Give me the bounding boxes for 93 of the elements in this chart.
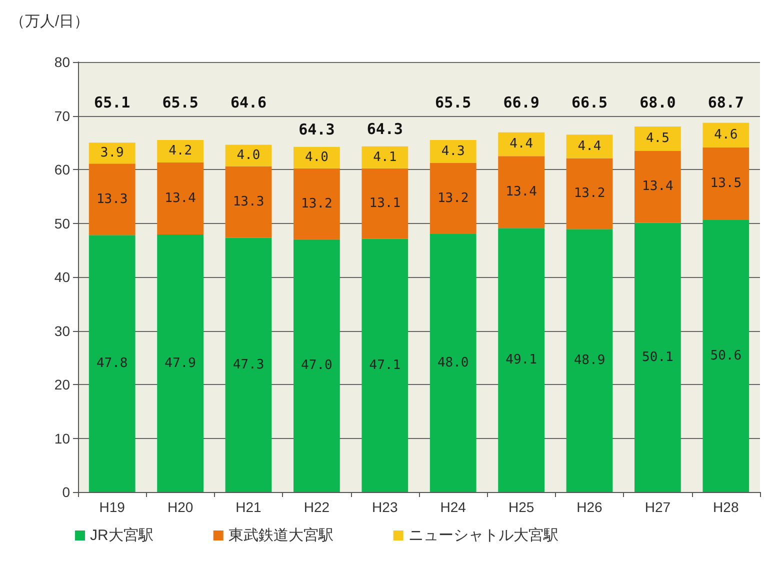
bar <box>430 140 476 164</box>
data-label: 13.4 <box>506 184 538 200</box>
y-tick-label: 0 <box>62 484 70 500</box>
x-tick-label: H27 <box>644 499 671 515</box>
x-tick-label: H22 <box>304 499 330 515</box>
total-label: 64.3 <box>298 120 335 138</box>
data-label: 13.3 <box>96 192 128 207</box>
bar <box>498 228 544 492</box>
legend-label: JR大宮駅 <box>90 527 154 544</box>
y-tick-label: 50 <box>54 215 70 232</box>
total-label: 68.0 <box>640 93 676 112</box>
bar <box>225 144 272 166</box>
x-tick-label: H26 <box>576 499 603 515</box>
data-label: 47.1 <box>369 358 401 373</box>
bar <box>498 156 544 228</box>
bar <box>634 126 681 151</box>
data-label: 13.4 <box>164 191 196 206</box>
total-label: 64.6 <box>230 93 267 112</box>
bar <box>566 158 613 230</box>
data-label: 4.5 <box>646 131 670 146</box>
bar <box>702 147 750 220</box>
data-label: 13.2 <box>301 196 332 212</box>
bar <box>294 146 340 168</box>
bar <box>157 140 204 163</box>
data-label: 4.1 <box>373 150 397 165</box>
bar <box>88 164 136 236</box>
bar <box>702 122 750 148</box>
bar <box>88 142 136 164</box>
data-label: 13.2 <box>574 186 606 202</box>
x-tick-label: H19 <box>99 499 126 515</box>
data-label: 13.4 <box>642 179 674 194</box>
bar <box>362 168 408 239</box>
bar <box>566 134 613 158</box>
y-tick-label: 30 <box>54 322 70 339</box>
data-label: 13.5 <box>710 176 742 192</box>
data-label: 47.0 <box>301 358 332 374</box>
data-label: 50.6 <box>710 348 742 364</box>
data-label: 50.1 <box>642 350 674 365</box>
data-label: 13.3 <box>232 194 264 210</box>
y-tick-label: 20 <box>54 376 70 392</box>
bar <box>157 162 204 235</box>
data-label: 4.2 <box>168 144 192 159</box>
total-label: 65.5 <box>435 93 472 112</box>
bar <box>294 239 340 492</box>
data-label: 47.3 <box>232 357 264 372</box>
y-tick-label: 10 <box>54 430 70 446</box>
bar <box>566 229 613 492</box>
bar <box>225 238 272 492</box>
bar <box>225 166 272 238</box>
bar <box>430 234 476 492</box>
y-axis-title: （万人/日） <box>10 13 90 30</box>
total-label: 68.7 <box>708 93 744 112</box>
y-tick-label: 40 <box>54 269 70 285</box>
bar <box>362 238 408 492</box>
bar <box>362 146 408 168</box>
y-tick-label: 70 <box>54 108 70 124</box>
x-tick-label: H25 <box>508 499 534 515</box>
total-label: 65.5 <box>162 93 198 112</box>
x-tick-label: H21 <box>236 499 262 515</box>
bar <box>294 168 340 240</box>
data-label: 4.4 <box>578 138 602 154</box>
legend-label: 東武鉄道大宮駅 <box>228 527 334 544</box>
x-tick-label: H20 <box>167 499 194 515</box>
bar <box>634 222 681 492</box>
data-label: 13.2 <box>437 191 469 206</box>
total-label: 66.5 <box>571 93 608 112</box>
data-label: 4.0 <box>236 148 260 164</box>
bar <box>702 220 750 492</box>
y-tick-label: 60 <box>54 162 70 178</box>
total-label: 66.9 <box>503 93 540 112</box>
x-tick-label: H23 <box>372 499 398 515</box>
x-tick-label: H24 <box>440 499 466 515</box>
bar <box>634 150 681 223</box>
data-label: 47.9 <box>164 356 196 371</box>
y-tick-label: 80 <box>54 54 70 70</box>
bar <box>88 235 136 492</box>
data-label: 13.1 <box>369 196 401 212</box>
bar <box>498 132 544 156</box>
data-label: 48.9 <box>574 353 606 368</box>
data-label: 48.0 <box>437 356 469 370</box>
total-label: 65.1 <box>94 93 130 112</box>
data-label: 4.4 <box>510 136 534 152</box>
data-label: 47.8 <box>96 356 128 372</box>
data-label: 4.6 <box>714 128 738 143</box>
data-label: 4.0 <box>304 150 328 166</box>
data-label: 49.1 <box>506 352 537 368</box>
legend-label: ニューシャトル大宮駅 <box>408 527 558 544</box>
x-tick-label: H28 <box>713 499 739 515</box>
bar <box>430 163 476 234</box>
data-label: 3.9 <box>100 146 124 161</box>
bar <box>157 234 204 492</box>
data-label: 4.3 <box>441 144 465 159</box>
total-label: 64.3 <box>366 120 403 138</box>
